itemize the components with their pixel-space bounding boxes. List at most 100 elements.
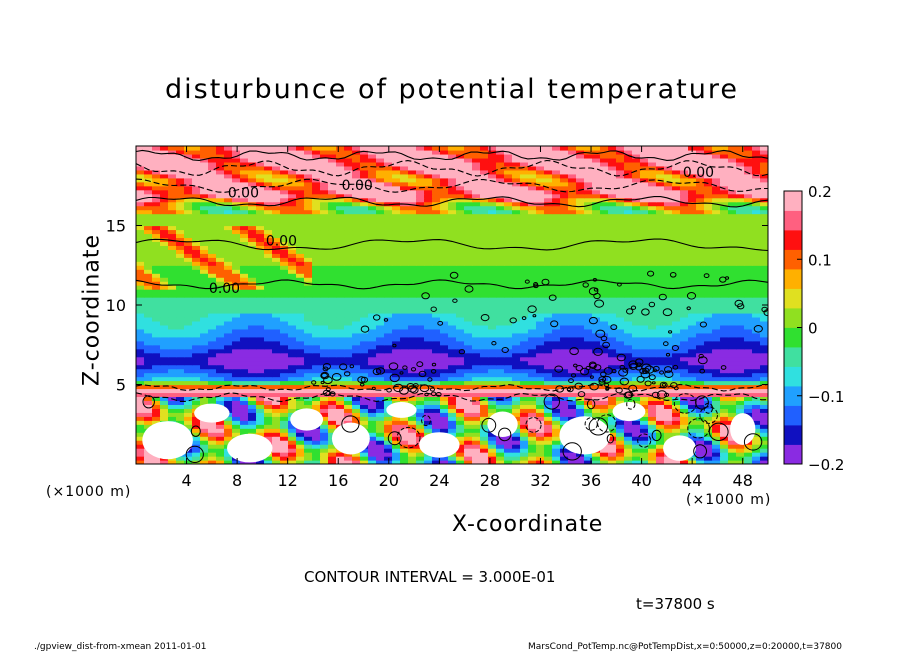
heatmap-cell <box>552 348 561 354</box>
heatmap-cell <box>752 324 761 330</box>
heatmap-cell <box>512 452 521 457</box>
heatmap-cell <box>216 372 225 378</box>
heatmap-cell <box>496 281 505 286</box>
heatmap-cell <box>440 364 449 370</box>
heatmap-cell <box>256 273 265 278</box>
heatmap-cell <box>256 312 265 318</box>
heatmap-cell <box>400 312 409 318</box>
heatmap-cell <box>232 249 241 254</box>
heatmap-cell <box>392 217 401 223</box>
heatmap-cell <box>416 308 425 314</box>
heatmap-cell <box>744 241 753 246</box>
heatmap-cell <box>272 316 281 322</box>
heatmap-cell <box>520 408 529 413</box>
heatmap-cell <box>360 257 369 262</box>
heatmap-cell <box>304 336 313 342</box>
heatmap-cell <box>152 368 161 374</box>
heatmap-cell <box>664 408 673 413</box>
heatmap-cell <box>416 285 425 290</box>
heatmap-cell <box>144 360 153 366</box>
heatmap-cell <box>616 440 625 445</box>
heatmap-cell <box>368 273 377 278</box>
heatmap-cell <box>208 376 217 382</box>
heatmap-cell <box>560 237 569 242</box>
heatmap-cell <box>400 340 409 346</box>
heatmap-cell <box>544 241 553 246</box>
heatmap-cell <box>248 376 257 382</box>
heatmap-cell <box>728 273 737 278</box>
heatmap-cell <box>648 416 657 421</box>
heatmap-cell <box>184 257 193 262</box>
heatmap-cell <box>176 237 185 242</box>
heatmap-cell <box>312 356 321 362</box>
heatmap-cell <box>360 420 369 425</box>
heatmap-cell <box>656 352 665 358</box>
heatmap-cell <box>192 233 201 239</box>
heatmap-cell <box>144 277 153 282</box>
heatmap-cell <box>696 364 705 370</box>
heatmap-cell <box>304 225 313 231</box>
heatmap-cell <box>584 340 593 346</box>
heatmap-cell <box>568 368 577 374</box>
heatmap-cell <box>136 332 145 338</box>
heatmap-cell <box>488 408 497 413</box>
heatmap-cell <box>720 273 729 278</box>
heatmap-cell <box>208 384 217 390</box>
heatmap-cell <box>664 281 673 286</box>
heatmap-cell <box>536 324 545 330</box>
heatmap-cell <box>584 380 593 386</box>
heatmap-cell <box>656 316 665 322</box>
heatmap-cell <box>512 448 521 453</box>
heatmap-cell <box>632 348 641 354</box>
heatmap-cell <box>616 360 625 366</box>
heatmap-cell <box>504 332 513 338</box>
heatmap-cell <box>672 217 681 223</box>
heatmap-cell <box>312 324 321 330</box>
heatmap-cell <box>528 245 537 250</box>
heatmap-cell <box>224 312 233 318</box>
heatmap-cell <box>496 301 505 306</box>
heatmap-cell <box>240 332 249 338</box>
heatmap-cell <box>152 308 161 314</box>
heatmap-cell <box>400 285 409 290</box>
heatmap-cell <box>160 328 169 334</box>
heatmap-cell <box>192 261 201 266</box>
heatmap-cell <box>464 352 473 358</box>
heatmap-cell <box>512 241 521 246</box>
heatmap-cell <box>504 384 513 390</box>
heatmap-cell <box>328 408 337 413</box>
heatmap-cell <box>552 308 561 314</box>
heatmap-cell <box>496 237 505 242</box>
heatmap-cell <box>552 376 561 382</box>
heatmap-cell <box>416 328 425 334</box>
heatmap-cell <box>384 420 393 425</box>
heatmap-cell <box>640 233 649 239</box>
heatmap-cell <box>648 420 657 425</box>
heatmap-cell <box>512 297 521 302</box>
heatmap-cell <box>288 360 297 366</box>
heatmap-cell <box>368 380 377 386</box>
heatmap-cell <box>184 209 193 215</box>
heatmap-cell <box>736 364 745 370</box>
heatmap-cell <box>248 265 257 270</box>
heatmap-cell <box>624 388 633 394</box>
heatmap-cell <box>568 217 577 223</box>
heatmap-cell <box>144 273 153 278</box>
heatmap-cell <box>368 245 377 250</box>
heatmap-cell <box>424 233 433 239</box>
heatmap-cell <box>248 372 257 378</box>
heatmap-cell <box>320 233 329 239</box>
heatmap-cell <box>312 432 321 437</box>
heatmap-cell <box>512 324 521 330</box>
heatmap-cell <box>424 344 433 350</box>
heatmap-cell <box>344 249 353 254</box>
heatmap-cell <box>664 396 673 401</box>
heatmap-cell <box>496 384 505 390</box>
heatmap-cell <box>520 424 529 429</box>
heatmap-cell <box>320 452 329 457</box>
heatmap-cell <box>696 392 705 398</box>
heatmap-cell <box>672 396 681 401</box>
heatmap-cell <box>320 269 329 274</box>
heatmap-cell <box>696 297 705 302</box>
heatmap-cell <box>488 356 497 362</box>
